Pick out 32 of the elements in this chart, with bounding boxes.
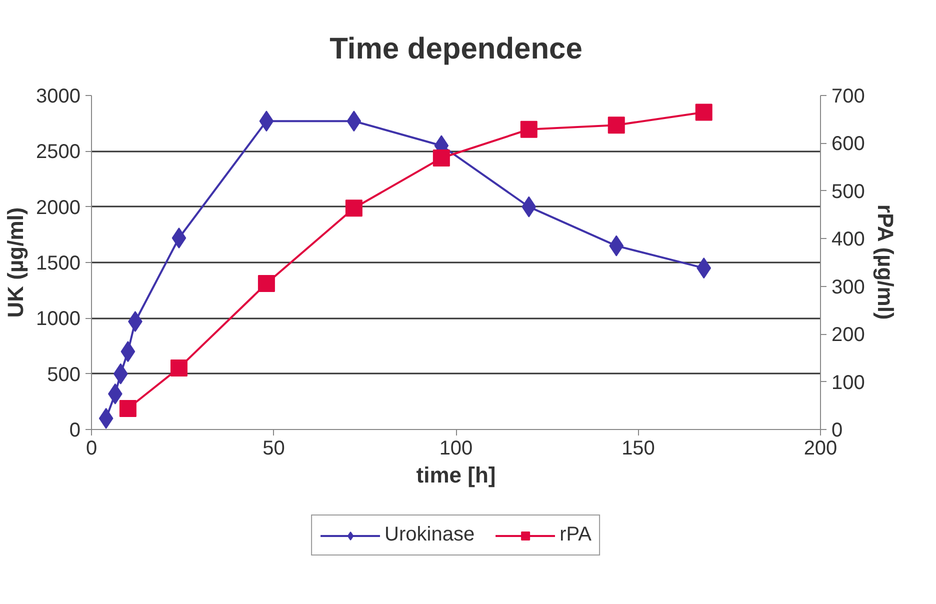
y2-tick-label: 400 xyxy=(832,228,865,251)
y2-tick-label: 700 xyxy=(832,86,865,108)
y2-tick-label: 500 xyxy=(832,180,865,203)
point xyxy=(695,104,712,121)
point xyxy=(520,120,538,138)
y-axis-title: UK (µg/ml) xyxy=(3,207,28,318)
legend-label: rPA xyxy=(560,524,592,546)
y-tick-label: 500 xyxy=(47,364,81,386)
y-tick-label: 0 xyxy=(69,420,80,442)
chart-title: Time dependence xyxy=(330,32,582,66)
y2-tick-label: 300 xyxy=(832,276,865,298)
y-tick-label: 2500 xyxy=(36,141,81,164)
y2-tick-label: 600 xyxy=(832,133,865,156)
x-tick-label: 0 xyxy=(86,438,98,460)
point xyxy=(432,150,450,167)
y2-tick-label: 200 xyxy=(832,324,865,346)
y-tick-label: 1500 xyxy=(36,252,81,274)
legend-label: Urokinase xyxy=(384,524,475,546)
point xyxy=(170,359,188,376)
point xyxy=(345,200,362,217)
x-tick-label: 150 xyxy=(622,438,655,460)
y2-axis-title: rPA (µg/ml) xyxy=(872,204,898,320)
y-tick-label: 2000 xyxy=(36,196,81,219)
point xyxy=(258,274,275,292)
x-axis-title: time [h] xyxy=(416,462,496,488)
x-tick-label: 100 xyxy=(439,438,473,460)
point xyxy=(119,400,136,418)
y-tick-label: 1000 xyxy=(36,308,81,330)
x-tick-label: 50 xyxy=(262,438,285,460)
point xyxy=(608,116,625,134)
y2-tick-label: 100 xyxy=(832,372,865,394)
y-tick-label: 3000 xyxy=(36,86,81,108)
